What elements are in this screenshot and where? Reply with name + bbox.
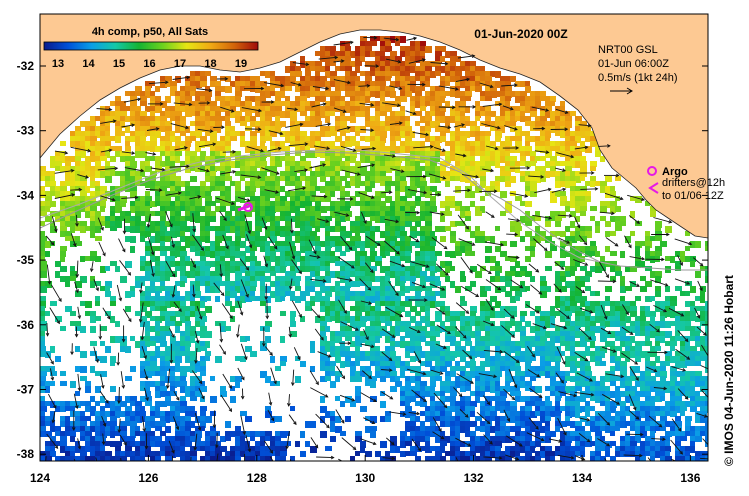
x-tick-label: 124 xyxy=(30,471,50,485)
colorbar-tick-label: 18 xyxy=(204,58,216,70)
colorbar-tick-label: 19 xyxy=(235,58,247,70)
colorbar-tick-label: 17 xyxy=(174,58,186,70)
y-tick-label: -34 xyxy=(17,188,35,202)
y-tick-label: -37 xyxy=(17,383,35,397)
x-axis: 124 126 128 130 132 134 136 xyxy=(30,455,701,485)
y-tick-label: -33 xyxy=(17,124,35,138)
current-model: NRT00 GSL xyxy=(598,44,658,56)
colorbar-tick-label: 16 xyxy=(143,58,155,70)
land-mass xyxy=(40,14,708,239)
bathymetry-contour xyxy=(40,149,611,265)
y-tick-label: -38 xyxy=(17,447,35,461)
current-time: 01-Jun 06:00Z xyxy=(598,58,669,70)
argo-legend-label: Argo xyxy=(662,166,688,178)
drifter-legend-icon xyxy=(648,182,659,194)
current-info: NRT00 GSL 01-Jun 06:00Z 0.5m/s (1kt 24h) xyxy=(598,44,677,95)
argo-float-marker[interactable] xyxy=(237,202,253,212)
x-tick-label: 128 xyxy=(247,471,267,485)
legend: Argo drifters@12h to 01/06 12Z xyxy=(647,166,725,202)
argo-legend-icon xyxy=(647,166,657,176)
x-tick-label: 126 xyxy=(138,471,158,485)
x-tick-label: 136 xyxy=(680,471,700,485)
current-scale: 0.5m/s (1kt 24h) xyxy=(598,72,677,84)
colorbar-tick-label: 14 xyxy=(82,58,95,70)
x-tick-label: 134 xyxy=(572,471,592,485)
date-title: 01-Jun-2020 00Z xyxy=(474,27,567,41)
drifter-legend-line2: to 01/06 12Z xyxy=(662,190,724,202)
y-tick-label: -35 xyxy=(17,253,35,267)
drifter-legend-line1: drifters@12h xyxy=(662,177,725,189)
plot-frame xyxy=(39,13,709,462)
colorbar-title: 4h comp, p50, All Sats xyxy=(92,26,208,38)
colorbar-gradient xyxy=(43,41,259,51)
y-axis: -32 -33 -34 -35 -36 -37 -38 xyxy=(17,59,708,461)
colorbar-tick-label: 13 xyxy=(52,58,64,70)
y-tick-label: -36 xyxy=(17,318,35,332)
colorbar: 4h comp, p50, All Sats 13 14 15 16 17 18 19 xyxy=(43,26,259,70)
credit-text: © IMOS 04-Jun-2020 11:26 Hobart xyxy=(722,275,736,466)
y-tick-label: -32 xyxy=(17,59,35,73)
current-vector-field xyxy=(45,35,708,461)
x-tick-label: 130 xyxy=(355,471,375,485)
colorbar-tick-label: 15 xyxy=(113,58,125,70)
scale-arrow-icon xyxy=(610,87,633,95)
x-tick-label: 132 xyxy=(464,471,484,485)
